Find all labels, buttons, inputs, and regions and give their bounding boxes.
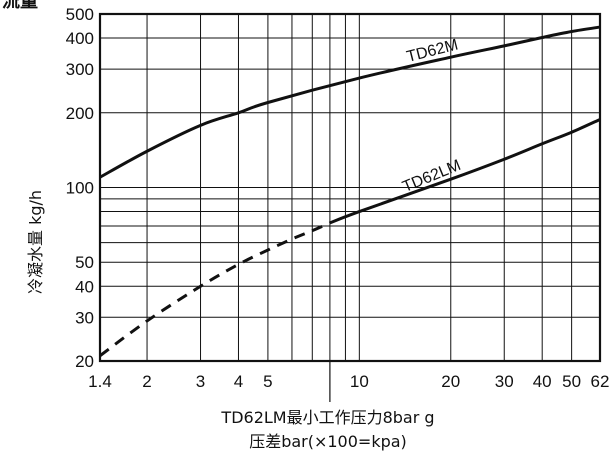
- y-tick-label: 400: [66, 29, 94, 48]
- plot-border: [98, 12, 602, 363]
- x-axis-label: 压差bar(×100=kpa): [249, 432, 407, 451]
- y-axis-label: 冷凝水量 kg/h: [26, 190, 45, 294]
- min-pressure-note: TD62LM最小工作压力8bar g: [220, 408, 434, 427]
- x-tick-label: 20: [441, 372, 460, 391]
- y-tick-label: 40: [75, 277, 94, 296]
- series-line-td62lm-dashed: [99, 221, 331, 357]
- y-tick-label: 20: [75, 352, 94, 371]
- x-tick-label: 3: [196, 372, 205, 391]
- y-tick-label: 100: [66, 179, 94, 198]
- x-tick-label: 1.4: [88, 372, 112, 391]
- y-tick-label: 30: [75, 308, 94, 327]
- x-tick-label: 5: [263, 372, 272, 391]
- y-tick-label: 500: [66, 5, 94, 24]
- x-tick-label: 50: [562, 372, 581, 391]
- x-tick-label: 4: [234, 372, 243, 391]
- plot-frame: [98, 12, 602, 363]
- y-tick-label: 300: [66, 60, 94, 79]
- grid: [99, 13, 601, 362]
- x-tick-label: 62: [591, 372, 610, 391]
- x-tick-label: 40: [533, 372, 552, 391]
- series-label-td62lm: TD62LM: [400, 157, 463, 196]
- curves: [99, 25, 601, 357]
- corner-text: 流量: [2, 0, 38, 11]
- x-tick-label: 10: [350, 372, 369, 391]
- series-line-td62lm: [329, 118, 601, 225]
- x-tick-label: 2: [142, 372, 151, 391]
- y-tick-label: 200: [66, 104, 94, 123]
- tick-labels: 1.4 2 3 4 5 10 20 30 40 50 62 20 30 40 50 100 200 300 400 5…: [66, 5, 610, 391]
- series-line-td62m: [99, 25, 601, 179]
- y-tick-label: 50: [75, 253, 94, 272]
- x-tick-label: 30: [495, 372, 514, 391]
